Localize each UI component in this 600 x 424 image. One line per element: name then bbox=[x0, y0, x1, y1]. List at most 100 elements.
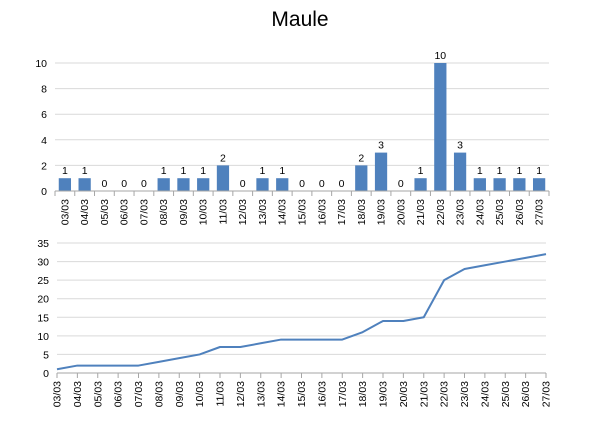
x-tick-label: 11/03 bbox=[215, 381, 227, 407]
x-tick-label: 08/03 bbox=[158, 199, 170, 225]
bar bbox=[216, 165, 230, 191]
y-tick-label: 30 bbox=[37, 257, 49, 269]
y-tick-label: 4 bbox=[41, 135, 47, 147]
y-tick-label: 25 bbox=[37, 275, 49, 287]
bar-value-label: 1 bbox=[181, 165, 187, 177]
x-tick-label: 23/03 bbox=[459, 381, 471, 407]
x-tick-label: 16/03 bbox=[316, 199, 328, 225]
bar bbox=[493, 178, 506, 191]
bar-value-label: 0 bbox=[240, 178, 246, 190]
x-tick-label: 06/03 bbox=[113, 381, 125, 407]
bar-value-label: 0 bbox=[101, 178, 107, 190]
bar bbox=[532, 178, 546, 191]
x-tick-label: 25/03 bbox=[500, 381, 512, 407]
bar bbox=[197, 178, 210, 191]
y-tick-label: 35 bbox=[37, 238, 49, 250]
x-tick-label: 04/03 bbox=[79, 199, 91, 225]
x-tick-label: 19/03 bbox=[378, 381, 390, 407]
x-tick-label: 05/03 bbox=[92, 381, 104, 407]
bar-value-label: 2 bbox=[358, 152, 364, 164]
bar-value-label: 1 bbox=[516, 165, 522, 177]
x-tick-label: 14/03 bbox=[277, 199, 289, 225]
bar-value-label: 3 bbox=[457, 140, 463, 152]
bar bbox=[355, 165, 368, 191]
x-tick-label: 22/03 bbox=[435, 199, 447, 225]
bar bbox=[78, 178, 91, 191]
bar bbox=[276, 178, 289, 191]
x-tick-label: 21/03 bbox=[415, 199, 427, 225]
bar-value-label: 1 bbox=[260, 165, 266, 177]
x-tick-label: 26/03 bbox=[514, 199, 526, 225]
x-tick-label: 18/03 bbox=[356, 199, 368, 225]
y-tick-label: 10 bbox=[35, 58, 47, 70]
bar-value-label: 1 bbox=[161, 165, 167, 177]
bar-value-label: 1 bbox=[477, 165, 483, 177]
y-tick-label: 20 bbox=[37, 294, 49, 306]
y-tick-label: 15 bbox=[37, 312, 49, 324]
bar bbox=[58, 178, 72, 191]
x-tick-label: 20/03 bbox=[395, 199, 407, 225]
bar bbox=[453, 152, 467, 191]
bar-value-label: 1 bbox=[536, 165, 542, 177]
bar-value-label: 1 bbox=[418, 165, 424, 177]
bar-value-label: 2 bbox=[220, 152, 226, 164]
bar-value-label: 0 bbox=[339, 178, 345, 190]
x-tick-label: 19/03 bbox=[376, 199, 388, 225]
x-tick-label: 10/03 bbox=[194, 381, 206, 407]
bar bbox=[513, 178, 526, 191]
bar-value-label: 0 bbox=[398, 178, 404, 190]
bar-value-label: 10 bbox=[434, 50, 446, 62]
bar-value-label: 0 bbox=[121, 178, 127, 190]
x-tick-label: 21/03 bbox=[418, 381, 430, 407]
y-tick-label: 0 bbox=[41, 186, 47, 198]
bar-value-label: 0 bbox=[141, 178, 147, 190]
x-tick-label: 13/03 bbox=[257, 199, 269, 225]
x-tick-label: 16/03 bbox=[316, 381, 328, 407]
x-tick-label: 12/03 bbox=[235, 381, 247, 407]
x-tick-label: 03/03 bbox=[59, 199, 71, 225]
cumulative-series-line bbox=[56, 253, 547, 371]
x-tick-label: 07/03 bbox=[138, 199, 150, 225]
bar-value-label: 1 bbox=[62, 165, 68, 177]
y-tick-label: 5 bbox=[43, 349, 49, 361]
bar bbox=[434, 63, 447, 191]
x-tick-label: 23/03 bbox=[455, 199, 467, 225]
bar-value-label: 3 bbox=[378, 140, 384, 152]
bar-value-label: 1 bbox=[82, 165, 88, 177]
bar bbox=[177, 178, 190, 191]
x-tick-label: 26/03 bbox=[520, 381, 532, 407]
x-tick-label: 09/03 bbox=[178, 199, 190, 225]
x-tick-label: 09/03 bbox=[174, 381, 186, 407]
bar bbox=[256, 178, 269, 191]
bar bbox=[473, 178, 486, 191]
x-tick-label: 20/03 bbox=[398, 381, 410, 407]
bar bbox=[374, 152, 388, 191]
x-tick-label: 17/03 bbox=[336, 199, 348, 225]
x-tick-label: 14/03 bbox=[276, 381, 288, 407]
bar bbox=[414, 178, 427, 191]
x-tick-label: 15/03 bbox=[297, 199, 309, 225]
x-tick-label: 12/03 bbox=[237, 199, 249, 225]
bar bbox=[157, 178, 170, 191]
y-tick-label: 0 bbox=[43, 368, 49, 380]
x-tick-label: 08/03 bbox=[153, 381, 165, 407]
x-tick-label: 05/03 bbox=[99, 199, 111, 225]
line-chart: 0 5 10 15 20 25 30 35 03/03 04/03 05/03 06/03 07/03 0… bbox=[37, 238, 552, 407]
bar-value-label: 1 bbox=[279, 165, 285, 177]
bar-value-label: 1 bbox=[200, 165, 206, 177]
x-tick-label: 22/03 bbox=[439, 381, 451, 407]
x-tick-label: 27/03 bbox=[541, 381, 553, 407]
bar-chart: 0246810103/03104/03005/03006/03007/03108… bbox=[35, 50, 550, 225]
x-tick-label: 18/03 bbox=[357, 381, 369, 407]
x-tick-label: 11/03 bbox=[217, 199, 229, 225]
y-tick-label: 2 bbox=[41, 160, 47, 172]
x-tick-label: 25/03 bbox=[494, 199, 506, 225]
chart-title: Maule bbox=[271, 8, 329, 31]
bar-value-label: 0 bbox=[299, 178, 305, 190]
x-tick-label: 03/03 bbox=[52, 381, 64, 407]
bar-value-label: 1 bbox=[497, 165, 503, 177]
x-tick-label: 24/03 bbox=[474, 199, 486, 225]
x-tick-label: 13/03 bbox=[255, 381, 267, 407]
x-tick-label: 15/03 bbox=[296, 381, 308, 407]
